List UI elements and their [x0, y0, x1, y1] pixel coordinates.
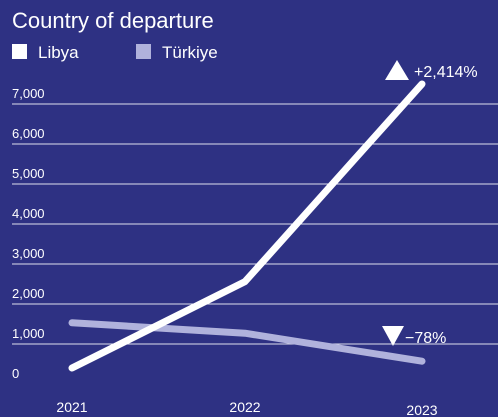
- y-tick-label: 5,000: [12, 166, 45, 181]
- up-triangle-icon: [385, 60, 409, 80]
- gridlines: [12, 103, 498, 345]
- legend-swatch-libya: [12, 44, 27, 59]
- series-line-trkiye: [68, 319, 426, 365]
- y-tick-label: 4,000: [12, 206, 45, 221]
- x-tick-label: 2021: [56, 399, 87, 415]
- y-tick-label: 0: [12, 366, 19, 381]
- annotation-libya-label: +2,414%: [414, 64, 478, 81]
- annotation-turkiye: −78%: [382, 326, 446, 347]
- legend-label-libya: Libya: [38, 43, 79, 62]
- legend-swatch-turkiye: [136, 44, 151, 59]
- y-tick-label: 1,000: [12, 326, 45, 341]
- y-tick-label: 2,000: [12, 286, 45, 301]
- legend: Libya Türkiye: [12, 43, 218, 62]
- y-axis-ticks: 0 1,000 2,000 3,000 4,000 5,000 6,000 7,000: [12, 86, 45, 381]
- chart-title: Country of departure: [12, 8, 214, 33]
- legend-label-turkiye: Türkiye: [162, 43, 218, 62]
- series: [68, 80, 426, 372]
- y-tick-label: 6,000: [12, 126, 45, 141]
- x-axis-ticks: 2021 2022 2023: [56, 399, 437, 417]
- down-triangle-icon: [382, 326, 404, 346]
- annotation-libya: +2,414%: [385, 60, 478, 81]
- y-tick-label: 3,000: [12, 246, 45, 261]
- x-tick-label: 2023: [406, 402, 437, 417]
- series-line-libya: [68, 80, 426, 372]
- x-tick-label: 2022: [229, 399, 260, 415]
- annotation-turkiye-label: −78%: [405, 330, 446, 347]
- y-tick-label: 7,000: [12, 86, 45, 101]
